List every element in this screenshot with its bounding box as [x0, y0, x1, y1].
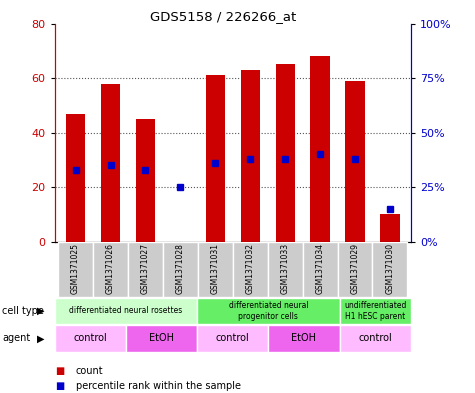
Text: ■: ■	[55, 366, 64, 376]
Bar	[55, 325, 126, 352]
Bar	[340, 298, 411, 324]
Text: ▶: ▶	[37, 333, 44, 343]
Text: control: control	[73, 333, 107, 343]
Text: ▶: ▶	[37, 306, 44, 316]
Text: cell type: cell type	[2, 306, 44, 316]
Text: GSM1371031: GSM1371031	[211, 243, 220, 294]
Bar	[93, 242, 128, 297]
Text: percentile rank within the sample: percentile rank within the sample	[76, 381, 241, 391]
Text: GDS5158 / 226266_at: GDS5158 / 226266_at	[150, 10, 296, 23]
Text: GSM1371029: GSM1371029	[351, 243, 360, 294]
Bar	[276, 64, 295, 242]
Bar	[197, 325, 268, 352]
Bar	[66, 114, 85, 242]
Text: control: control	[216, 333, 250, 343]
Text: undifferentiated
H1 hESC parent: undifferentiated H1 hESC parent	[344, 301, 407, 321]
Text: EtOH: EtOH	[292, 333, 316, 343]
Bar	[136, 119, 155, 242]
Text: differentiated neural
progenitor cells: differentiated neural progenitor cells	[228, 301, 308, 321]
Bar	[126, 325, 197, 352]
Bar	[55, 298, 197, 324]
Text: GSM1371033: GSM1371033	[281, 243, 290, 294]
Bar	[338, 242, 372, 297]
Bar	[340, 325, 411, 352]
Text: count: count	[76, 366, 104, 376]
Text: GSM1371034: GSM1371034	[315, 243, 324, 294]
Text: ■: ■	[55, 381, 64, 391]
Bar	[101, 84, 120, 242]
Bar	[206, 75, 225, 242]
Text: GSM1371030: GSM1371030	[385, 243, 394, 294]
Bar	[198, 242, 233, 297]
Bar	[311, 56, 330, 242]
Bar	[303, 242, 338, 297]
Bar	[233, 242, 268, 297]
Bar	[380, 215, 399, 242]
Bar	[372, 242, 408, 297]
Text: GSM1371027: GSM1371027	[141, 243, 150, 294]
Text: GSM1371028: GSM1371028	[176, 243, 185, 294]
Text: GSM1371032: GSM1371032	[246, 243, 255, 294]
Bar	[345, 81, 365, 242]
Bar	[163, 242, 198, 297]
Bar	[58, 242, 93, 297]
Text: GSM1371025: GSM1371025	[71, 243, 80, 294]
Bar	[268, 325, 340, 352]
Bar	[241, 70, 260, 242]
Text: differentiated neural rosettes: differentiated neural rosettes	[69, 307, 182, 315]
Bar	[197, 298, 340, 324]
Text: control: control	[358, 333, 392, 343]
Bar	[268, 242, 303, 297]
Bar	[128, 242, 163, 297]
Text: agent: agent	[2, 333, 30, 343]
Text: GSM1371026: GSM1371026	[106, 243, 115, 294]
Text: EtOH: EtOH	[149, 333, 174, 343]
